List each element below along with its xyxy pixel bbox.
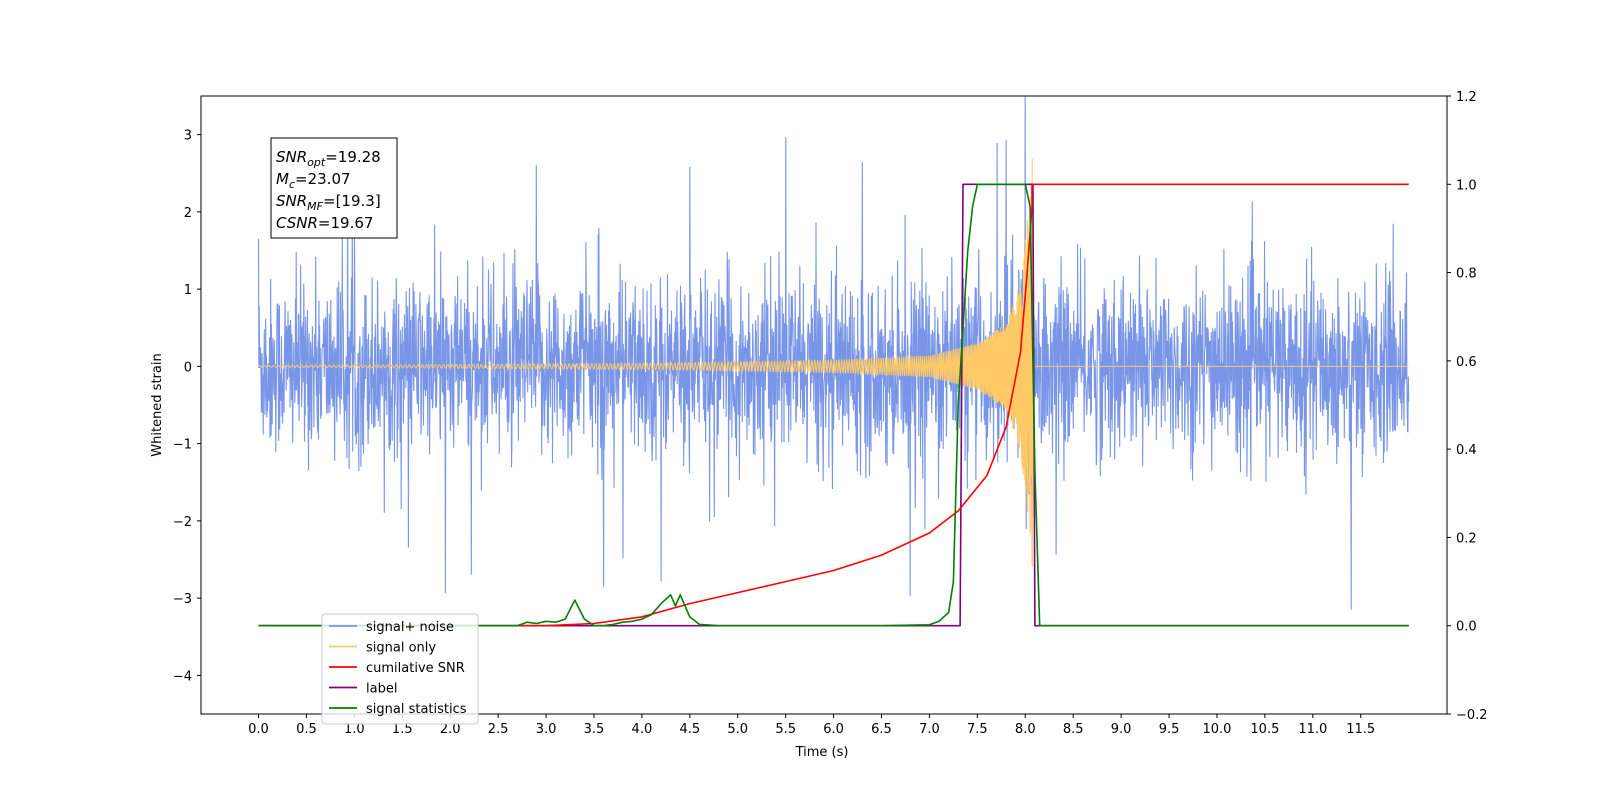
- y-tick-label: 3: [184, 129, 192, 144]
- x-axis-label: Time (s): [795, 745, 849, 760]
- x-tick-label: 0.0: [248, 722, 269, 737]
- series-signal-statistics-line: [258, 183, 1409, 627]
- x-tick-label: 1.5: [392, 722, 413, 737]
- x-tick-label: 10.0: [1202, 722, 1231, 737]
- y2-tick-label: 0.0: [1456, 620, 1477, 635]
- y-tick-label: −1: [173, 438, 192, 453]
- x-tick-label: 1.0: [344, 722, 365, 737]
- annotation-frame: [270, 137, 398, 239]
- y-axis-left: 3 2 1 0 −1 −2 −3 −4: [173, 129, 201, 684]
- y-tick-label: −2: [173, 515, 192, 530]
- x-tick-label: 6.0: [823, 722, 844, 737]
- x-tick-label: 0.5: [296, 722, 317, 737]
- y2-tick-label: 0.2: [1456, 531, 1477, 546]
- x-tick-label: 11.0: [1298, 722, 1327, 737]
- annotation-line: SNRopt=19.28: [276, 148, 381, 169]
- legend-label: signal+ noise: [366, 620, 454, 635]
- series-signal-noise-line: [257, 96, 1410, 610]
- annotation-line: CSNR=19.67: [276, 214, 373, 232]
- x-tick-label: 11.5: [1346, 722, 1375, 737]
- y2-tick-label: 0.6: [1456, 355, 1477, 370]
- y2-tick-label: 0.4: [1456, 443, 1477, 458]
- legend-label: signal only: [366, 641, 436, 656]
- legend-frame: [321, 613, 479, 725]
- x-tick-label: 9.5: [1159, 722, 1180, 737]
- y2-tick-label: −0.2: [1456, 708, 1488, 723]
- y-tick-label: −4: [173, 669, 192, 684]
- x-tick-label: 7.0: [919, 722, 940, 737]
- x-tick-label: 6.5: [871, 722, 892, 737]
- plot-frame: [200, 95, 1448, 715]
- x-tick-label: 2.5: [488, 722, 509, 737]
- x-tick-label: 5.0: [727, 722, 748, 737]
- x-tick-label: 2.0: [440, 722, 461, 737]
- legend-label: signal statistics: [366, 702, 467, 717]
- x-tick-label: 4.5: [679, 722, 700, 737]
- annotation-line: Mc=23.07: [276, 170, 351, 191]
- annotation-line: SNRMF=[19.3]: [276, 192, 381, 213]
- x-tick-label: 4.0: [632, 722, 653, 737]
- y2-tick-label: 1.2: [1456, 90, 1477, 105]
- series-cumilative-snr-line: [258, 183, 1409, 627]
- y-tick-label: 2: [184, 206, 192, 221]
- x-tick-label: 9.0: [1111, 722, 1132, 737]
- y2-tick-label: 1.0: [1456, 178, 1477, 193]
- plot-area: [257, 96, 1410, 627]
- x-tick-label: 7.5: [967, 722, 988, 737]
- legend-label: label: [366, 682, 397, 697]
- legend-label: cumilative SNR: [366, 661, 465, 676]
- x-tick-label: 5.5: [775, 722, 796, 737]
- y-axis-label: Whitened strain: [150, 353, 165, 456]
- x-tick-label: 10.5: [1250, 722, 1279, 737]
- legend: signal+ noise signal only cumilative SNR la…: [321, 613, 479, 725]
- x-tick-label: 8.5: [1063, 722, 1084, 737]
- x-tick-label: 8.0: [1015, 722, 1036, 737]
- y-tick-label: −3: [173, 592, 192, 607]
- x-axis: 0.0 0.5 1.0 1.5 2.0 2.5 3.0 3.5 4.0 4.5 5.0 5.5 6.0 6…: [248, 714, 1375, 737]
- x-tick-label: 3.0: [536, 722, 557, 737]
- y-tick-label: 0: [184, 360, 192, 375]
- annotation-box: SNRopt=19.28Mc=23.07SNRMF=[19.3]CSNR=19.…: [270, 137, 398, 239]
- series-signal-only-line: [258, 158, 1409, 568]
- y-axis-right: 1.2 1.0 0.8 0.6 0.4 0.2 0.0 −0.2: [1447, 90, 1488, 723]
- y2-tick-label: 0.8: [1456, 267, 1477, 282]
- x-tick-label: 3.5: [584, 722, 605, 737]
- y-tick-label: 1: [184, 283, 192, 298]
